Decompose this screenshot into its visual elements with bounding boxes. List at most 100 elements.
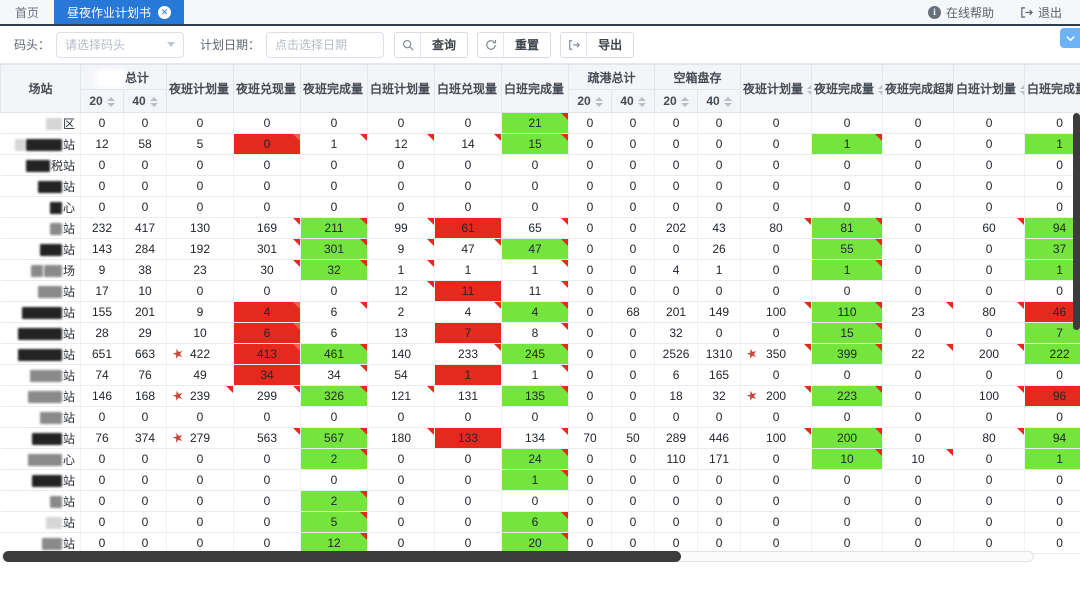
value-cell: 0 (166, 196, 235, 218)
value-cell: 0 (740, 511, 813, 533)
subcolumn-header[interactable]: 20 (654, 89, 699, 113)
value-cell: 0 (568, 343, 613, 365)
tab-home[interactable]: 首页 (15, 5, 40, 20)
value-cell: 0 (611, 280, 656, 302)
column-group-header: 总计 (79, 64, 168, 90)
cell-value: 1 (464, 368, 472, 382)
column-header[interactable]: 夜班完成超期 (882, 64, 955, 113)
horizontal-scrollbar-thumb[interactable] (3, 551, 681, 562)
cell-value: 0 (196, 179, 204, 193)
cell-value: 563 (257, 431, 278, 445)
cell-value: 0 (985, 263, 993, 277)
cell-value: 0 (715, 494, 723, 508)
cell-value: 0 (1056, 284, 1063, 298)
cell-value: 0 (629, 494, 637, 508)
reset-button-label: 重置 (515, 38, 540, 52)
cell-value: 30 (260, 263, 274, 277)
cell-value: 0 (629, 515, 637, 529)
value-cell: 0 (882, 322, 955, 344)
cell-value: 149 (709, 305, 730, 319)
cell-value: 0 (531, 179, 539, 193)
subcolumn-header[interactable]: 40 (611, 89, 656, 113)
sort-caret-icon[interactable] (1020, 84, 1024, 95)
export-button[interactable]: 导出 (560, 31, 635, 58)
logout-link[interactable]: 退出 (1020, 4, 1062, 21)
cell-value: 0 (196, 158, 204, 172)
search-button[interactable]: 查询 (394, 31, 469, 58)
sort-caret-icon[interactable] (807, 84, 811, 95)
value-cell: 0 (953, 259, 1026, 281)
corner-flag-icon (946, 344, 953, 351)
value-cell: 12 (367, 133, 436, 155)
column-header[interactable]: 夜班完成量 (300, 64, 369, 113)
column-header[interactable]: 夜班兑现量 (233, 64, 302, 113)
subcolumn-header[interactable]: 20 (568, 89, 613, 113)
value-cell: 0 (233, 469, 302, 491)
value-cell: 68 (611, 301, 656, 323)
sort-caret-icon[interactable] (594, 96, 603, 107)
value-cell: ★ 279 (166, 427, 235, 449)
online-help-link[interactable]: i 在线帮助 (927, 4, 994, 21)
column-header[interactable]: 白班计划量 (367, 64, 436, 113)
cell-value: 417 (134, 221, 156, 235)
value-cell: 201 (123, 301, 168, 323)
column-header[interactable]: 夜班计划量 (740, 64, 813, 113)
reset-button[interactable]: 重置 (477, 31, 552, 58)
plan-date-input[interactable] (266, 31, 385, 58)
corner-flag-icon (561, 470, 568, 477)
column-header[interactable]: 夜班计划量 (166, 64, 235, 113)
cell-value: 0 (629, 158, 637, 172)
cell-value: 0 (985, 473, 993, 487)
column-header[interactable]: 夜班完成量 (811, 64, 884, 113)
cell-value: 6 (672, 368, 680, 382)
value-cell: 0 (233, 112, 302, 134)
corner-flag-icon (494, 134, 501, 141)
value-cell: 0 (697, 406, 742, 428)
sort-caret-icon[interactable] (680, 96, 689, 107)
value-cell: 94 (1024, 217, 1080, 239)
value-cell: 0 (434, 175, 503, 197)
redacted-station-name (45, 517, 62, 530)
close-icon[interactable]: ✕ (158, 5, 172, 19)
sort-up-icon (1020, 84, 1024, 89)
value-cell: 1 (697, 259, 742, 281)
subcolumn-header[interactable]: 40 (697, 89, 742, 113)
sort-caret-icon[interactable] (149, 96, 158, 107)
online-help-label: 在线帮助 (945, 5, 994, 20)
cell-value: 0 (397, 536, 405, 550)
tab-active-plan[interactable]: 昼夜作业计划书 ✕ (54, 0, 185, 24)
cell-value: 0 (672, 116, 680, 130)
value-cell: 0 (811, 364, 884, 386)
cell-value: 9 (196, 305, 204, 319)
subcolumn-header[interactable]: 40 (122, 89, 168, 113)
cell-value: 0 (397, 410, 405, 424)
sort-caret-icon[interactable] (637, 96, 646, 107)
column-header[interactable]: 白班完成量 (1024, 64, 1080, 113)
column-header[interactable]: 白班计划量 (953, 64, 1026, 113)
value-cell: 0 (697, 490, 742, 512)
value-cell: 0 (740, 154, 813, 176)
column-header[interactable]: 白班完成量 (501, 64, 570, 113)
station-cell: 站 (0, 364, 81, 386)
subcolumn-header[interactable]: 20 (80, 89, 124, 113)
value-cell: 192 (166, 238, 235, 260)
horizontal-scrollbar-track[interactable] (2, 551, 1034, 562)
cell-value: 0 (772, 452, 780, 466)
vertical-scrollbar-thumb[interactable] (1073, 113, 1080, 330)
column-header[interactable]: 白班兑现量 (434, 64, 503, 113)
value-cell: 0 (123, 448, 168, 470)
cell-value: 10 (911, 452, 925, 466)
redacted-blur (98, 71, 124, 85)
dock-select[interactable]: 请选择码头 (56, 31, 185, 58)
sort-caret-icon[interactable] (106, 96, 115, 107)
info-icon: i (927, 5, 941, 19)
cell-value: 18 (669, 389, 683, 403)
value-cell: 0 (654, 406, 699, 428)
sort-caret-icon[interactable] (878, 84, 882, 95)
sort-caret-icon[interactable] (723, 96, 732, 107)
value-cell: 0 (568, 511, 613, 533)
cell-value: 0 (914, 242, 922, 256)
cell-value: 0 (985, 410, 993, 424)
corner-flag-icon (360, 239, 367, 246)
collapse-filter-button[interactable] (1060, 28, 1080, 48)
